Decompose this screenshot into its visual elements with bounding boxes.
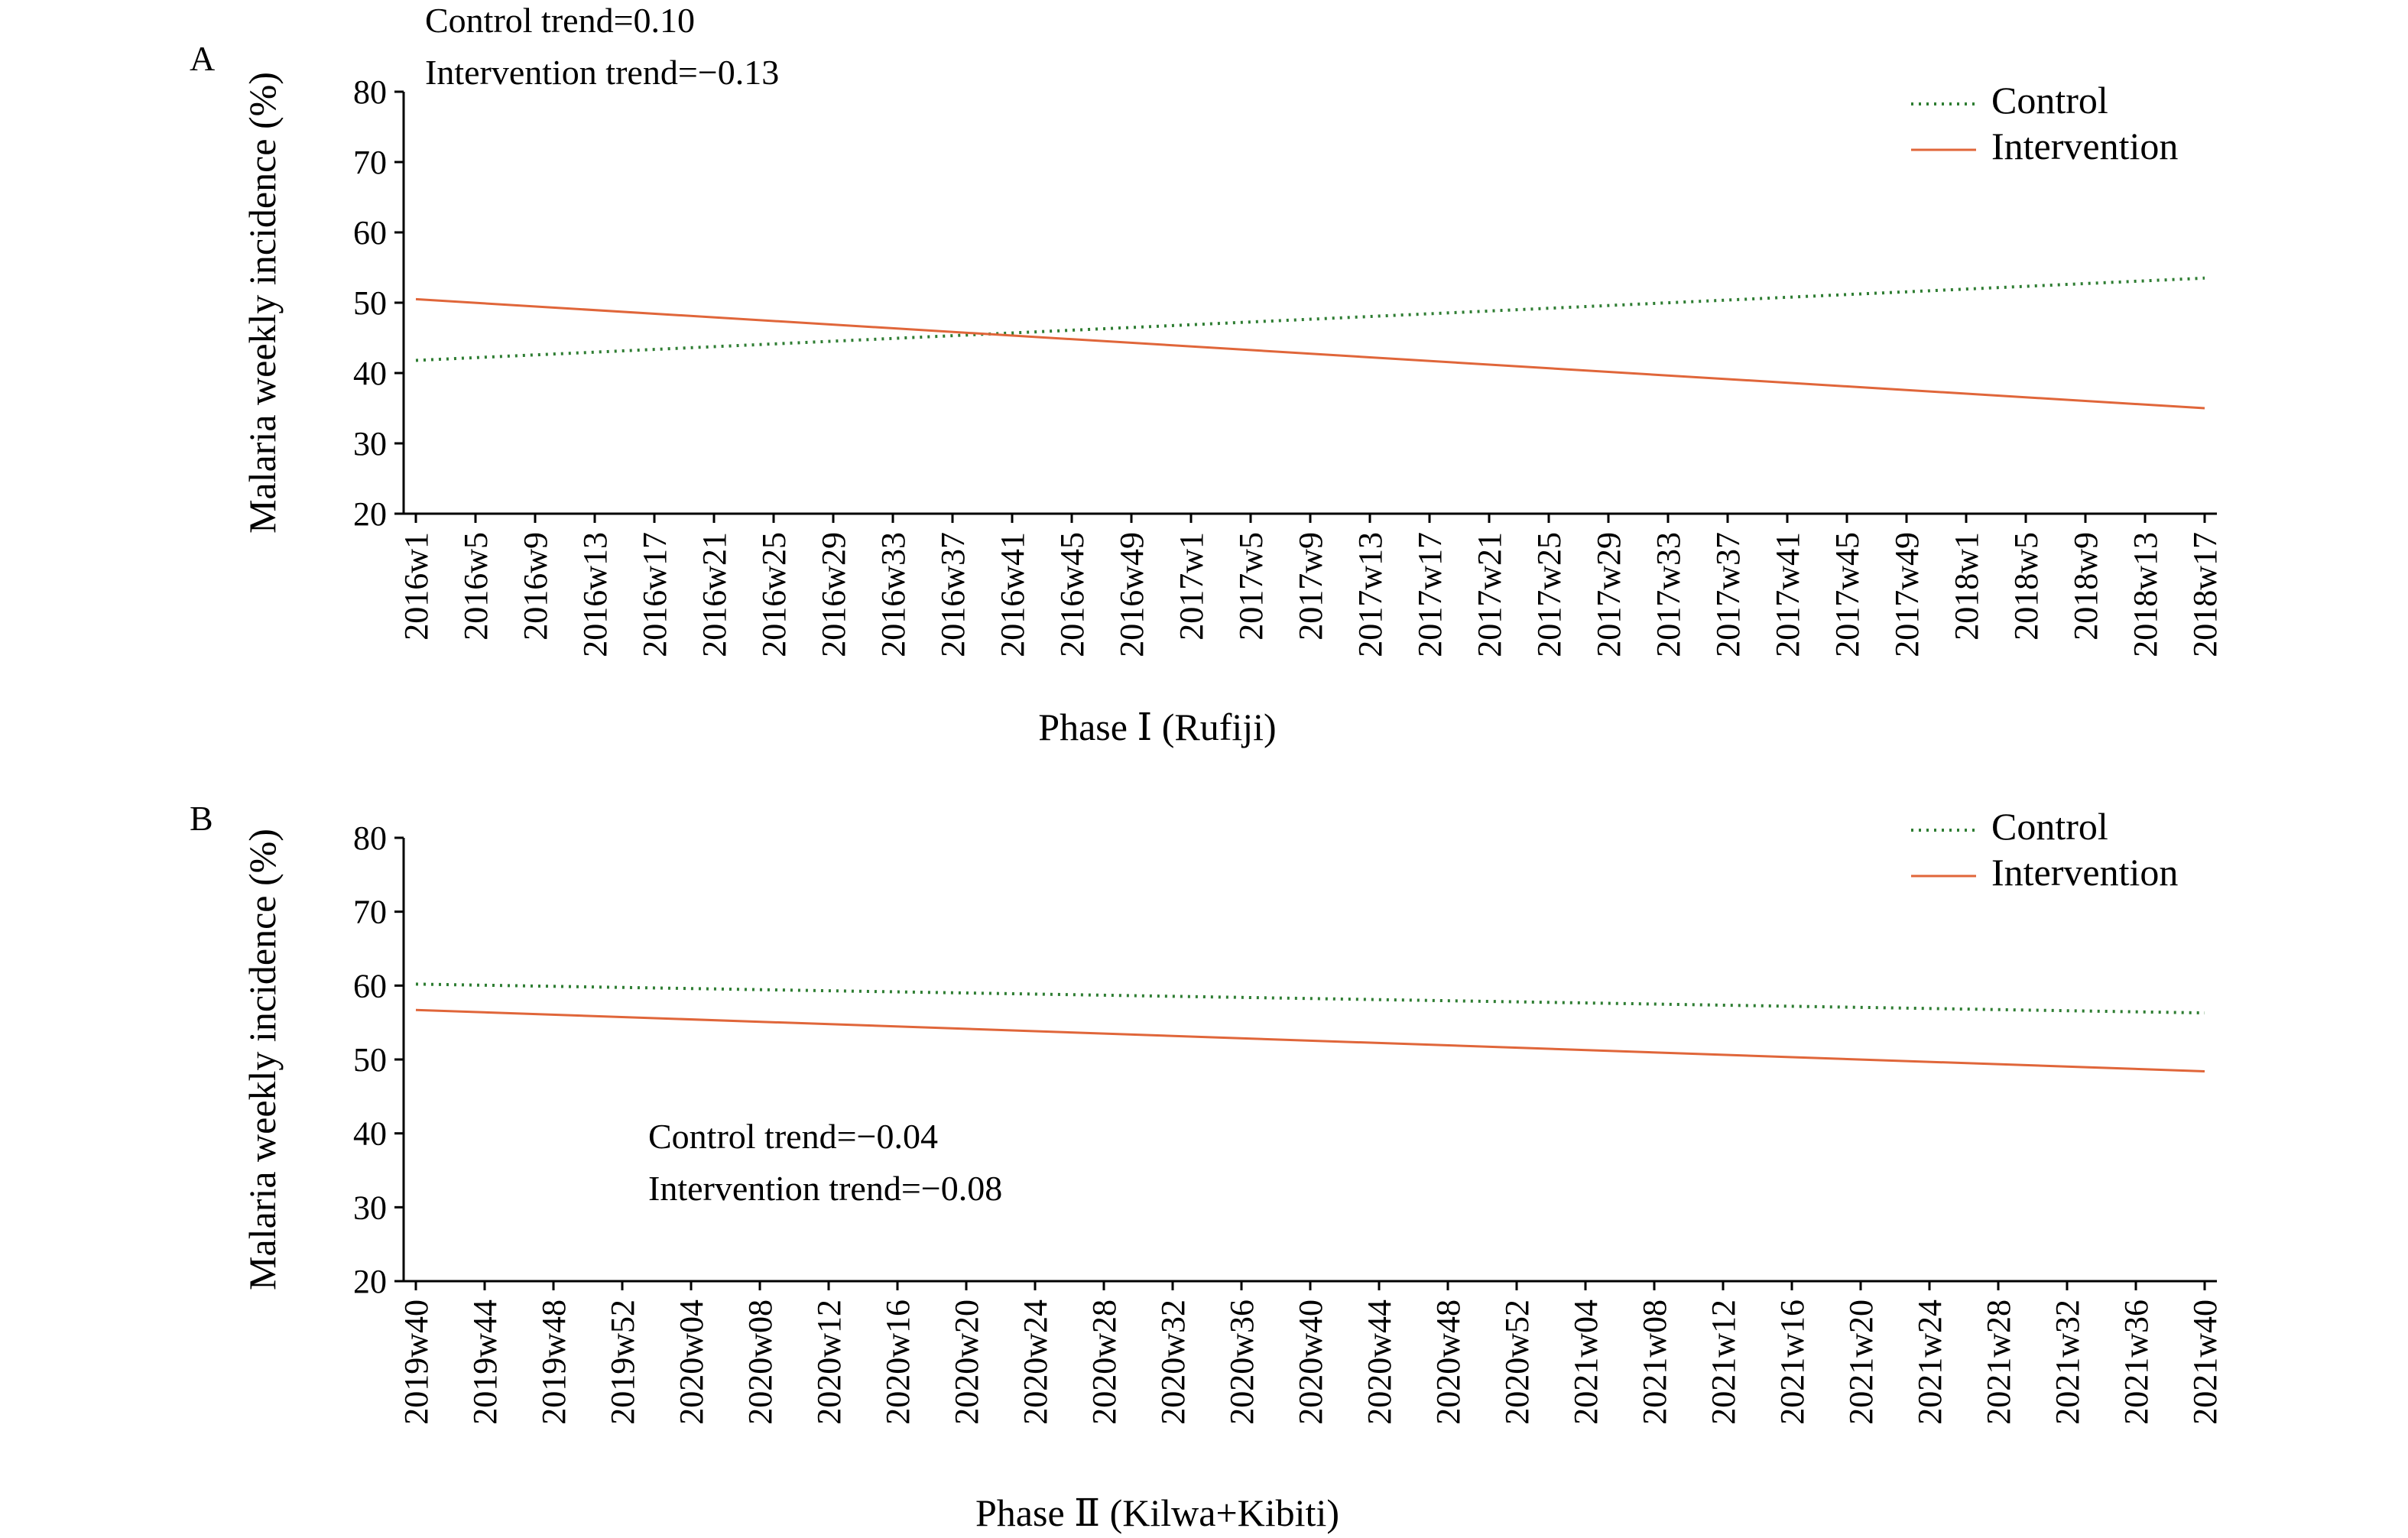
panel-a-x-tick-label: 2016w45 xyxy=(1053,532,1091,657)
panel-b-x-tick-label: 2019w52 xyxy=(604,1300,641,1425)
panel-b-x-tick-label: 2020w48 xyxy=(1430,1300,1467,1425)
panel-a-x-tick-label: 2016w33 xyxy=(875,532,912,657)
panel-b-x-tick-label: 2021w28 xyxy=(1980,1300,2017,1425)
panel-b-x-tick-label: 2020w24 xyxy=(1017,1300,1054,1425)
panel-b-x-tick-label: 2020w32 xyxy=(1154,1300,1192,1425)
panel-b-y-tick-label: 60 xyxy=(353,967,387,1004)
panel-a-x-tick-label: 2016w5 xyxy=(457,532,495,641)
panel-b-x-tick-label: 2020w16 xyxy=(879,1300,917,1425)
panel-a-x-tick-label: 2017w5 xyxy=(1232,532,1270,641)
panel-a-x-tick-label: 2017w37 xyxy=(1709,532,1747,657)
panel-b-y-tick-label: 30 xyxy=(353,1189,387,1226)
panel-a-x-tick-label: 2016w17 xyxy=(636,532,673,657)
panel-a-y-tick-label: 30 xyxy=(353,425,387,462)
panel-b-y-tick-label: 40 xyxy=(353,1115,387,1153)
panel-b-legend-intervention-label: Intervention xyxy=(1991,851,2178,894)
panel-b-x-tick-label: 2021w12 xyxy=(1705,1300,1742,1425)
panel-b-letter: B xyxy=(190,799,213,838)
panel-a-x-tick-label: 2016w37 xyxy=(934,532,972,657)
panel-a-x-tick-label: 2016w25 xyxy=(755,532,793,657)
panel-b-x-tick-label: 2019w48 xyxy=(535,1300,573,1425)
panel-b-x-tick-label: 2021w32 xyxy=(2049,1300,2086,1425)
panel-b-x-tick-label: 2020w04 xyxy=(673,1300,710,1425)
panel-a-x-tick-label: 2017w29 xyxy=(1590,532,1628,657)
panel-a-legend-control-label: Control xyxy=(1991,79,2108,122)
panel-b-x-tick-label: 2021w04 xyxy=(1567,1300,1605,1425)
panel-b-x-tick-label: 2020w12 xyxy=(810,1300,848,1425)
panel-b-x-tick-label: 2020w52 xyxy=(1498,1300,1536,1425)
panel-a-x-tick-label: 2016w1 xyxy=(398,532,435,641)
panel-b-trend-annotation: Intervention trend=−0.08 xyxy=(648,1169,1002,1208)
panel-b-x-tick-label: 2021w20 xyxy=(1842,1300,1880,1425)
panel-a-control-trend-line xyxy=(415,276,2205,362)
panel-a-x-tick-label: 2017w41 xyxy=(1769,532,1806,657)
panel-a-intervention-trend-line xyxy=(415,297,2205,410)
panel-a-x-tick-label: 2017w33 xyxy=(1650,532,1687,657)
panel-b-control-trend-line xyxy=(415,982,2205,1015)
panel-b-x-tick-label: 2020w20 xyxy=(948,1300,985,1425)
panel-a-x-tick-label: 2017w9 xyxy=(1292,532,1329,641)
panel-b-x-tick-label: 2020w28 xyxy=(1086,1300,1123,1425)
panel-b-y-tick-label: 70 xyxy=(353,894,387,931)
panel-a-x-tick-label: 2018w1 xyxy=(1948,532,1985,641)
panel-a-x-tick-label: 2017w49 xyxy=(1888,532,1926,657)
panel-a-legend-intervention-label: Intervention xyxy=(1991,125,2178,167)
panel-a-x-tick-label: 2017w45 xyxy=(1829,532,1866,657)
panel-a-x-tick-label: 2018w17 xyxy=(2186,532,2224,657)
panel-b-x-tick-label: 2021w40 xyxy=(2186,1300,2224,1425)
panel-b-x-axis-title: Phase Ⅱ (Kilwa+Kibiti) xyxy=(975,1491,1339,1534)
panel-b-intervention-trend-line xyxy=(415,1008,2205,1072)
panel-a-y-tick-label: 50 xyxy=(353,284,387,322)
panel-b-x-tick-label: 2021w24 xyxy=(1911,1300,1949,1425)
panel-b-y-axis-title: Malaria weekly incidence (%) xyxy=(241,829,284,1290)
panel-a-y-tick-label: 70 xyxy=(353,144,387,181)
panel-a-x-tick-label: 2017w13 xyxy=(1352,532,1389,657)
panel-a-x-tick-label: 2016w49 xyxy=(1113,532,1150,657)
panel-a-x-tick-label: 2018w5 xyxy=(2007,532,2045,641)
panel-b-y-tick-label: 20 xyxy=(353,1263,387,1300)
panel-a-x-tick-label: 2016w21 xyxy=(696,532,733,657)
panel-a-x-tick-label: 2018w13 xyxy=(2127,532,2164,657)
panel-b-x-tick-label: 2020w36 xyxy=(1223,1300,1261,1425)
panel-a-y-tick-label: 60 xyxy=(353,214,387,251)
panel-b-x-tick-label: 2020w08 xyxy=(742,1300,779,1425)
panel-b-x-tick-label: 2020w44 xyxy=(1361,1300,1398,1425)
panel-a-x-tick-label: 2017w21 xyxy=(1471,532,1508,657)
panel-b-y-tick-label: 50 xyxy=(353,1041,387,1079)
panel-a-letter: A xyxy=(190,39,215,78)
panel-a-x-tick-label: 2016w41 xyxy=(994,532,1031,657)
panel-a-y-axis-title: Malaria weekly incidence (%) xyxy=(241,72,284,534)
panel-a-y-tick-label: 20 xyxy=(353,495,387,533)
panel-b-x-tick-label: 2019w44 xyxy=(466,1300,504,1425)
panel-b-x-tick-label: 2019w40 xyxy=(398,1300,435,1425)
panel-a-x-tick-label: 2017w17 xyxy=(1411,532,1449,657)
panel-b-x-tick-label: 2021w36 xyxy=(2118,1300,2155,1425)
panel-a-x-axis-title: Phase Ⅰ (Rufiji) xyxy=(1038,706,1276,748)
panel-a-x-tick-label: 2016w13 xyxy=(576,532,614,657)
panel-a-trend-annotation: Intervention trend=−0.13 xyxy=(425,53,779,92)
panel-b-x-tick-label: 2021w16 xyxy=(1774,1300,1811,1425)
panel-a-y-tick-label: 80 xyxy=(353,73,387,111)
panel-b-legend-control-label: Control xyxy=(1991,805,2108,848)
panel-a-x-tick-label: 2016w29 xyxy=(815,532,852,657)
panel-b-trend-annotation: Control trend=−0.04 xyxy=(648,1117,938,1156)
panel-b-x-tick-label: 2021w08 xyxy=(1636,1300,1673,1425)
panel-a-x-tick-label: 2017w1 xyxy=(1173,532,1210,641)
panel-a-trend-annotation: Control trend=0.10 xyxy=(425,1,695,40)
panel-a-y-tick-label: 40 xyxy=(353,355,387,392)
panel-b-x-tick-label: 2020w40 xyxy=(1292,1300,1329,1425)
panel-a-x-tick-label: 2016w9 xyxy=(517,532,554,641)
panel-b-y-tick-label: 80 xyxy=(353,819,387,857)
panel-a-x-tick-label: 2018w9 xyxy=(2067,532,2105,641)
panel-a-x-tick-label: 2017w25 xyxy=(1530,532,1568,657)
